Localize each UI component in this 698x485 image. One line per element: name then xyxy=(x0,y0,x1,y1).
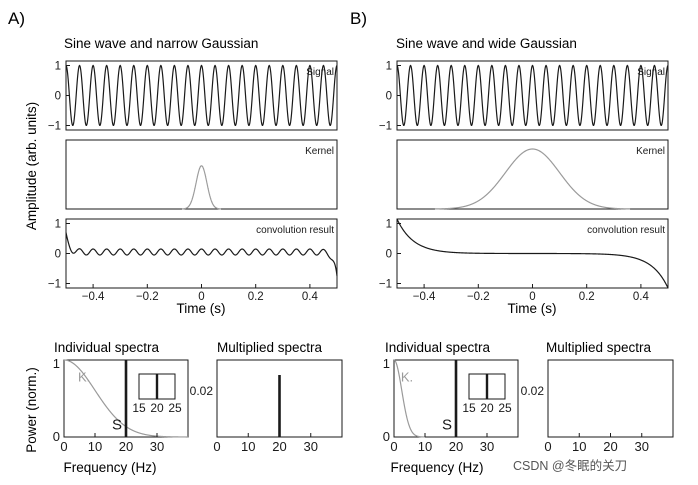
p1-convolution-legend: convolution result xyxy=(587,225,665,236)
y-axis-label-amplitude: Amplitude (arb. units) xyxy=(24,102,39,230)
p0-convolution-line xyxy=(65,232,338,277)
p1-convolution-ytick-label: 0 xyxy=(386,249,392,261)
p0-convolution-xtick-label: −0.2 xyxy=(136,291,159,303)
s0-mul-xtick-label: 0 xyxy=(213,439,220,454)
p1-convolution-xtick-label: 0 xyxy=(529,291,535,303)
s0-ind-xtick-label: 0 xyxy=(60,439,67,454)
p1-kernel-frame xyxy=(396,139,669,210)
p0-signal-ytick-label: −1 xyxy=(48,121,61,133)
s0-ind-xtick-label: 20 xyxy=(119,439,133,454)
y-axis-label-power: Power (norm.) xyxy=(24,367,39,453)
s1-inset-xtick-label: 25 xyxy=(498,401,512,415)
s1-kernel-spectrum-line xyxy=(393,359,425,438)
p0-convolution-legend: convolution result xyxy=(256,225,334,236)
s1-ind-xtick-label: 0 xyxy=(390,439,397,454)
p1-kernel-legend: Kernel xyxy=(636,146,665,157)
spectra-title-individual-a: Individual spectra xyxy=(54,340,160,355)
s0-inset-xtick-label: 15 xyxy=(132,401,146,415)
panel-label-b: B) xyxy=(350,9,367,28)
s1-inset-xtick-label: 20 xyxy=(480,401,494,415)
x-axis-label-time-b: Time (s) xyxy=(508,301,557,316)
p1-kernel-line xyxy=(434,148,631,210)
p0-signal-line xyxy=(65,64,338,127)
s1-ind-xtick-label: 30 xyxy=(480,439,494,454)
p0-convolution-ytick-label: 1 xyxy=(55,219,61,231)
s0-ind-xtick-label: 10 xyxy=(88,439,102,454)
s1-signal-label: S xyxy=(442,416,452,433)
p0-convolution-ytick-label: −1 xyxy=(48,279,61,291)
p0-signal-ytick-label: 1 xyxy=(55,61,61,73)
x-axis-label-frequency-b: Frequency (Hz) xyxy=(390,460,483,475)
p1-signal-legend: Signal xyxy=(637,67,665,78)
s1-mul-xtick-label: 30 xyxy=(635,439,649,454)
watermark: CSDN @冬眠的关刀 xyxy=(513,458,627,473)
s1-ind-xtick-label: 20 xyxy=(449,439,463,454)
title-b: Sine wave and wide Gaussian xyxy=(396,36,577,51)
s0-ind-xtick-label: 30 xyxy=(150,439,164,454)
p1-convolution-xtick-label: −0.2 xyxy=(467,291,490,303)
s0-mul-xtick-label: 30 xyxy=(304,439,318,454)
p0-signal-frame xyxy=(65,60,338,131)
s1-mul-xtick-label: 20 xyxy=(603,439,617,454)
s1-mul-xtick-label: 0 xyxy=(544,439,551,454)
s1-inset-xtick-label: 15 xyxy=(462,401,476,415)
s0-mul-ytick-label: 0.02 xyxy=(190,384,214,398)
p1-signal-ytick-label: −1 xyxy=(379,121,392,133)
s0-mul-xtick-label: 20 xyxy=(272,439,286,454)
spectra-title-multiplied-a: Multiplied spectra xyxy=(217,340,323,355)
p0-convolution-xtick-label: 0.4 xyxy=(302,291,319,303)
p1-convolution-xtick-label: 0.2 xyxy=(579,291,595,303)
s1-kernel-label: K. xyxy=(401,370,413,385)
p0-kernel-line xyxy=(181,165,222,210)
p1-convolution-xtick-label: −0.4 xyxy=(413,291,436,303)
p0-convolution-xtick-label: 0.2 xyxy=(248,291,264,303)
p0-convolution-xtick-label: 0 xyxy=(198,291,204,303)
p0-convolution-ytick-label: 0 xyxy=(55,249,61,261)
s0-ind-ytick-label: 1 xyxy=(53,356,60,371)
p1-signal-line xyxy=(396,64,669,127)
x-axis-label-time-a: Time (s) xyxy=(177,301,226,316)
s0-ind-ytick-label: 0 xyxy=(53,429,60,444)
p0-convolution-xtick-label: −0.4 xyxy=(82,291,105,303)
x-axis-label-frequency-a: Frequency (Hz) xyxy=(63,460,156,475)
p1-convolution-xtick-label: 0.4 xyxy=(633,291,650,303)
p1-convolution-ytick-label: −1 xyxy=(379,279,392,291)
s1-ind-xtick-label: 10 xyxy=(418,439,432,454)
plot-layer: Signal −1 0 1 Kernel convolution result −1 0 1 −0… xyxy=(48,60,674,454)
s0-kernel-label: K. xyxy=(78,370,90,385)
p0-kernel-legend: Kernel xyxy=(305,146,334,157)
s1-multiplied-frame xyxy=(547,359,674,438)
s0-signal-label: S xyxy=(112,416,122,433)
s0-inset-xtick-label: 20 xyxy=(150,401,164,415)
p1-signal-ytick-label: 1 xyxy=(386,61,392,73)
spectra-title-multiplied-b: Multiplied spectra xyxy=(546,340,652,355)
s1-mul-ytick-label: 0.02 xyxy=(521,384,545,398)
s1-ind-ytick-label: 1 xyxy=(383,356,390,371)
p0-signal-ytick-label: 0 xyxy=(55,91,61,103)
p1-signal-ytick-label: 0 xyxy=(386,91,392,103)
p1-convolution-line xyxy=(396,218,669,289)
s0-mul-xtick-label: 10 xyxy=(241,439,255,454)
title-a: Sine wave and narrow Gaussian xyxy=(64,36,258,51)
p0-kernel-frame xyxy=(65,139,338,210)
p1-signal-frame xyxy=(396,60,669,131)
panel-label-a: A) xyxy=(8,9,25,28)
p0-signal-legend: Signal xyxy=(306,67,334,78)
s1-mul-xtick-label: 10 xyxy=(572,439,586,454)
p1-convolution-ytick-label: 1 xyxy=(386,219,392,231)
s1-ind-ytick-label: 0 xyxy=(383,429,390,444)
spectra-title-individual-b: Individual spectra xyxy=(385,340,491,355)
s0-inset-xtick-label: 25 xyxy=(168,401,182,415)
